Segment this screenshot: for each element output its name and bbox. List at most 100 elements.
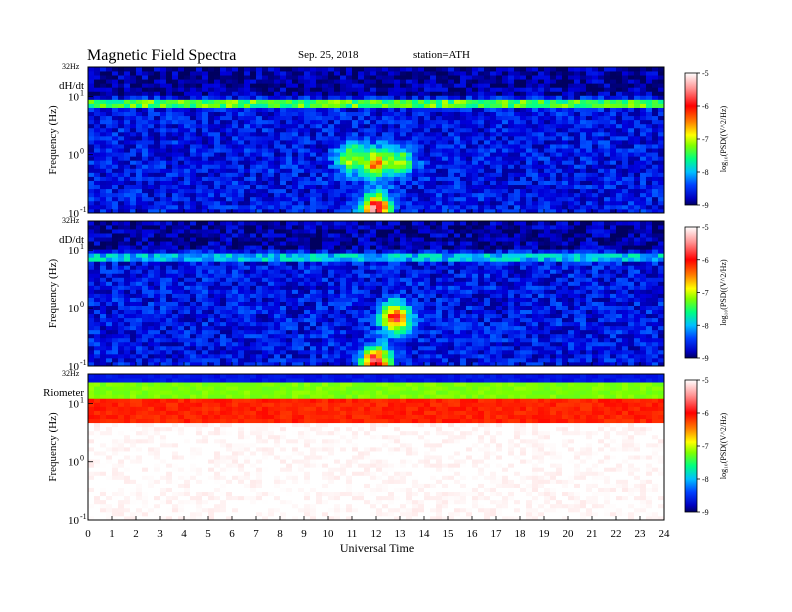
heatmap-cell bbox=[208, 71, 215, 76]
heatmap-cell bbox=[118, 75, 125, 80]
heatmap-cell bbox=[520, 152, 527, 157]
heatmap-cell bbox=[220, 309, 227, 315]
heatmap-cell bbox=[220, 172, 227, 177]
heatmap-cell bbox=[424, 152, 431, 157]
heatmap-cell bbox=[166, 353, 173, 359]
heatmap-cell bbox=[304, 83, 311, 88]
heatmap-cell bbox=[106, 221, 113, 226]
heatmap-cell bbox=[448, 75, 455, 80]
heatmap-cell bbox=[496, 71, 503, 76]
heatmap-cell bbox=[100, 95, 107, 100]
heatmap-cell bbox=[298, 309, 305, 315]
heatmap-cell bbox=[172, 233, 179, 238]
heatmap-cell bbox=[298, 79, 305, 84]
heatmap-cell bbox=[196, 329, 203, 335]
heatmap-cell bbox=[580, 87, 587, 92]
heatmap-cell bbox=[400, 67, 407, 72]
heatmap-cell bbox=[178, 361, 185, 367]
heatmap-cell bbox=[304, 180, 311, 186]
heatmap-cell bbox=[154, 301, 161, 306]
heatmap-cell bbox=[106, 127, 113, 133]
heatmap-cell bbox=[214, 261, 221, 266]
heatmap-cell bbox=[328, 257, 335, 262]
heatmap-cell bbox=[250, 337, 257, 343]
heatmap-cell bbox=[334, 345, 341, 351]
heatmap-cell bbox=[190, 301, 197, 306]
heatmap-cell bbox=[136, 329, 143, 335]
heatmap-cell bbox=[526, 79, 533, 84]
heatmap-cell bbox=[484, 107, 491, 113]
heatmap-cell bbox=[232, 245, 239, 250]
heatmap-cell bbox=[484, 144, 491, 149]
heatmap-cell bbox=[208, 87, 215, 92]
heatmap-cell bbox=[160, 333, 167, 339]
heatmap-cell bbox=[178, 95, 185, 100]
heatmap-cell bbox=[322, 317, 329, 323]
heatmap-cell bbox=[88, 196, 95, 202]
heatmap-cell bbox=[172, 229, 179, 234]
heatmap-cell bbox=[142, 241, 149, 246]
heatmap-cell bbox=[142, 95, 149, 100]
heatmap-cell bbox=[394, 107, 401, 113]
heatmap-cell bbox=[334, 172, 341, 177]
heatmap-cell bbox=[238, 281, 245, 286]
heatmap-cell bbox=[262, 119, 269, 125]
heatmap-cell bbox=[310, 131, 317, 137]
heatmap-cell bbox=[244, 208, 251, 214]
heatmap-cell bbox=[262, 341, 269, 347]
heatmap-cell bbox=[202, 75, 209, 80]
heatmap-cell bbox=[118, 79, 125, 84]
heatmap-cell bbox=[460, 87, 467, 92]
heatmap-cell bbox=[592, 208, 599, 214]
heatmap-cell bbox=[628, 148, 635, 153]
heatmap-cell bbox=[172, 176, 179, 181]
heatmap-cell bbox=[568, 103, 575, 108]
heatmap-cell bbox=[328, 249, 335, 254]
heatmap-cell bbox=[148, 337, 155, 343]
heatmap-cell bbox=[304, 164, 311, 169]
heatmap-cell bbox=[106, 140, 113, 145]
heatmap-cell bbox=[448, 160, 455, 165]
heatmap-cell bbox=[94, 345, 101, 351]
heatmap-cell bbox=[172, 305, 179, 311]
heatmap-cell bbox=[424, 67, 431, 72]
heatmap-cell bbox=[514, 152, 521, 157]
heatmap-cell bbox=[376, 111, 383, 117]
heatmap-cell bbox=[124, 249, 131, 254]
heatmap-cell bbox=[184, 229, 191, 234]
heatmap-cell bbox=[652, 168, 659, 173]
heatmap-cell bbox=[544, 99, 551, 104]
heatmap-cell bbox=[190, 277, 197, 282]
heatmap-cell bbox=[592, 196, 599, 202]
heatmap-cell bbox=[214, 329, 221, 335]
heatmap-cell bbox=[496, 184, 503, 190]
heatmap-cell bbox=[364, 75, 371, 80]
heatmap-cell bbox=[280, 67, 287, 72]
colorbar-tick-label: -9 bbox=[702, 201, 709, 210]
heatmap-cell bbox=[526, 87, 533, 92]
heatmap-cell bbox=[430, 180, 437, 186]
heatmap-cell bbox=[568, 111, 575, 117]
heatmap-cell bbox=[382, 176, 389, 181]
heatmap-cell bbox=[340, 135, 347, 141]
heatmap-cell bbox=[424, 160, 431, 165]
heatmap-cell bbox=[586, 107, 593, 113]
heatmap-cell bbox=[604, 144, 611, 149]
heatmap-cell bbox=[112, 131, 119, 137]
heatmap-cell bbox=[454, 83, 461, 88]
heatmap-cell bbox=[658, 196, 665, 202]
heatmap-cell bbox=[196, 285, 203, 290]
heatmap-cell bbox=[646, 140, 653, 145]
heatmap-cell bbox=[172, 333, 179, 339]
heatmap-cell bbox=[244, 156, 251, 161]
heatmap-cell bbox=[112, 345, 119, 351]
heatmap-cell bbox=[250, 176, 257, 181]
heatmap-cell bbox=[370, 208, 377, 214]
heatmap-cell bbox=[658, 107, 665, 113]
heatmap-cell bbox=[274, 277, 281, 282]
heatmap-cell bbox=[238, 333, 245, 339]
heatmap-cell bbox=[298, 119, 305, 125]
heatmap-cell bbox=[184, 204, 191, 210]
heatmap-cell bbox=[124, 184, 131, 190]
heatmap-cell bbox=[118, 261, 125, 266]
